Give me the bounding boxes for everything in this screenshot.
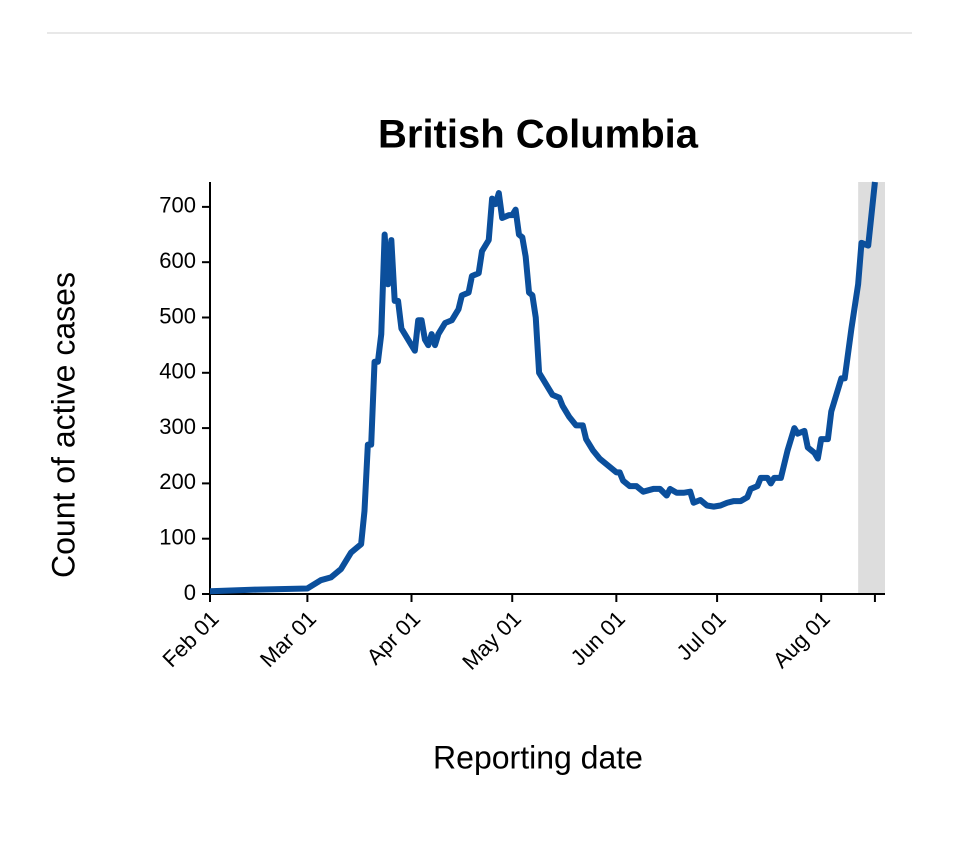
y-axis-label: Count of active cases <box>45 272 81 578</box>
x-tick-label: May 01 <box>457 606 526 675</box>
y-tick-label: 0 <box>184 580 196 605</box>
x-tick-label: Aug 01 <box>768 606 835 673</box>
x-tick-label: Jul 01 <box>672 606 731 665</box>
y-tick-label: 700 <box>159 193 196 218</box>
x-tick-label: Feb 01 <box>158 606 224 672</box>
x-axis-label: Reporting date <box>433 739 643 775</box>
x-tick-label: Jun 01 <box>566 606 630 670</box>
y-tick-label: 100 <box>159 525 196 550</box>
y-tick-label: 600 <box>159 248 196 273</box>
y-tick-label: 200 <box>159 469 196 494</box>
y-tick-label: 500 <box>159 303 196 328</box>
y-tick-label: 300 <box>159 414 196 439</box>
x-tick-label: Mar 01 <box>255 606 321 672</box>
y-tick-label: 400 <box>159 359 196 384</box>
x-tick-label: Apr 01 <box>362 606 426 670</box>
chart-title: British Columbia <box>378 113 699 157</box>
data-line <box>209 181 878 595</box>
